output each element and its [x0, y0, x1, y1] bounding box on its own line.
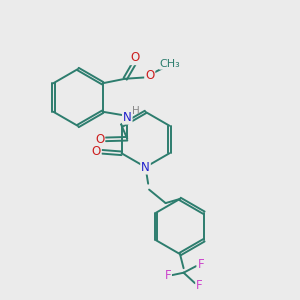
- Text: F: F: [164, 268, 171, 282]
- Text: O: O: [130, 51, 140, 64]
- Text: CH₃: CH₃: [160, 59, 181, 69]
- Text: H: H: [132, 106, 140, 116]
- Text: F: F: [196, 279, 203, 292]
- Text: F: F: [197, 258, 204, 271]
- Text: N: N: [141, 160, 150, 174]
- Text: N: N: [123, 111, 132, 124]
- Text: O: O: [92, 145, 101, 158]
- Text: O: O: [145, 69, 154, 82]
- Text: O: O: [95, 133, 104, 146]
